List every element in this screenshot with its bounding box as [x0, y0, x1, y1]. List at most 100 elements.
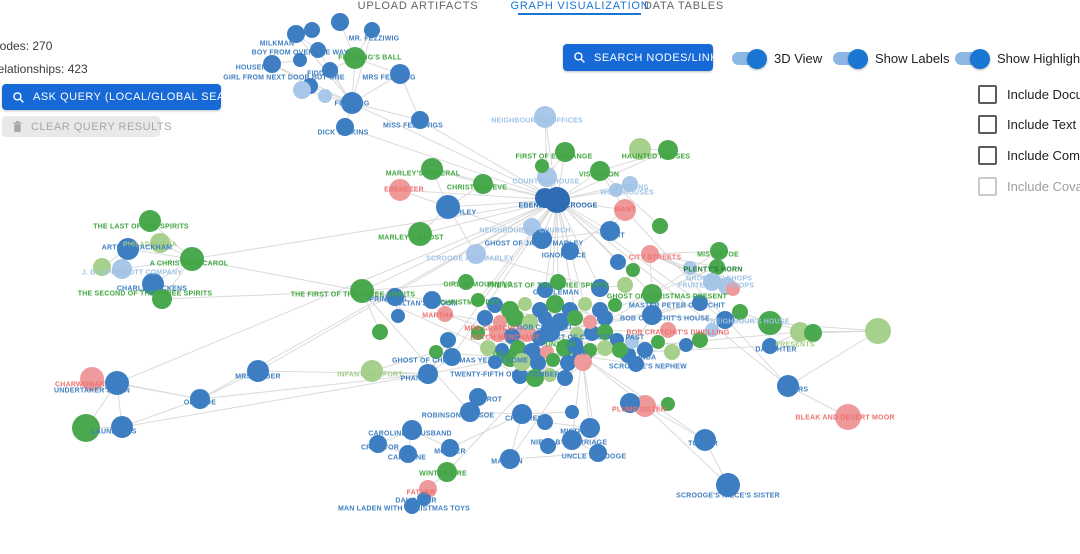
clear-query-button[interactable]: CLEAR QUERY RESULTS	[2, 116, 171, 137]
checkbox-include-communities[interactable]: Include Communities	[978, 145, 1080, 165]
graph-node[interactable]	[546, 353, 560, 367]
checkbox-include-communities-label[interactable]: Include Communities	[1007, 147, 1080, 163]
graph-node[interactable]	[652, 218, 668, 234]
graph-node[interactable]	[411, 111, 429, 129]
toggle-3d-view[interactable]: 3D View	[732, 48, 822, 69]
graph-node[interactable]	[152, 289, 172, 309]
graph-node[interactable]	[679, 338, 693, 352]
graph-node[interactable]	[584, 325, 600, 341]
graph-node[interactable]	[112, 259, 132, 279]
graph-node[interactable]	[591, 279, 609, 297]
graph-node[interactable]	[436, 195, 460, 219]
graph-node[interactable]	[493, 315, 507, 329]
graph-node[interactable]	[80, 367, 104, 391]
toggle-show-labels[interactable]: Show Labels	[833, 48, 949, 69]
graph-node[interactable]	[471, 326, 485, 340]
graph-node[interactable]	[716, 473, 740, 497]
graph-node[interactable]	[364, 22, 380, 38]
graph-node[interactable]	[487, 297, 503, 313]
graph-node[interactable]	[705, 323, 719, 337]
graph-node[interactable]	[590, 161, 610, 181]
graph-node[interactable]	[535, 188, 555, 208]
graph-node[interactable]	[437, 462, 457, 482]
checkbox-box[interactable]	[978, 145, 997, 165]
graph-node[interactable]	[247, 360, 269, 382]
graph-node[interactable]	[637, 342, 653, 358]
graph-node[interactable]	[683, 261, 697, 275]
graph-node[interactable]	[589, 444, 607, 462]
graph-node[interactable]	[473, 174, 493, 194]
graph-node[interactable]	[710, 242, 728, 260]
graph-node[interactable]	[583, 315, 597, 329]
graph-node[interactable]	[865, 318, 891, 344]
graph-node[interactable]	[557, 370, 573, 386]
graph-node[interactable]	[369, 435, 387, 453]
graph-node[interactable]	[692, 332, 708, 348]
graph-node[interactable]	[642, 284, 662, 304]
graph-node[interactable]	[399, 445, 417, 463]
graph-node[interactable]	[510, 340, 526, 356]
checkbox-include-text-units[interactable]: Include Text Units	[978, 114, 1080, 134]
graph-node[interactable]	[546, 295, 564, 313]
graph-node[interactable]	[72, 414, 100, 442]
graph-node[interactable]	[560, 355, 576, 371]
graph-node[interactable]	[361, 360, 383, 382]
graph-node[interactable]	[506, 309, 524, 327]
graph-node[interactable]	[835, 404, 861, 430]
graph-node[interactable]	[310, 42, 326, 58]
graph-node[interactable]	[651, 335, 665, 349]
graph-node[interactable]	[535, 159, 549, 173]
graph-node[interactable]	[513, 353, 531, 371]
graph-node[interactable]	[440, 332, 456, 348]
graph-node[interactable]	[408, 222, 432, 246]
graph-node[interactable]	[629, 138, 651, 160]
graph-node[interactable]	[512, 404, 532, 424]
graph-node[interactable]	[540, 438, 556, 454]
graph-node[interactable]	[344, 47, 366, 69]
checkbox-box[interactable]	[978, 84, 997, 104]
graph-node[interactable]	[597, 324, 613, 340]
graph-node[interactable]	[600, 221, 620, 241]
graph-node[interactable]	[372, 324, 388, 340]
graph-node[interactable]	[522, 314, 538, 330]
graph-node[interactable]	[404, 498, 420, 514]
graph-node[interactable]	[617, 277, 633, 293]
checkbox-include-documents[interactable]: Include Documents	[978, 84, 1080, 104]
graph-node[interactable]	[488, 355, 502, 369]
graph-node[interactable]	[692, 295, 708, 311]
tab-upload-artifacts[interactable]: UPLOAD ARTIFACTS	[357, 0, 479, 12]
graph-node[interactable]	[389, 179, 411, 201]
graph-node[interactable]	[758, 311, 782, 335]
graph-node[interactable]	[263, 55, 281, 73]
graph-node[interactable]	[443, 348, 461, 366]
toggle-show-highlight[interactable]: Show Highlight	[955, 48, 1080, 69]
graph-node[interactable]	[532, 229, 552, 249]
graph-node[interactable]	[423, 291, 441, 309]
graph-node[interactable]	[561, 242, 579, 260]
checkbox-box[interactable]	[978, 114, 997, 134]
graph-node[interactable]	[341, 92, 363, 114]
graph-node[interactable]	[762, 338, 778, 354]
graph-node[interactable]	[628, 356, 644, 372]
graph-node[interactable]	[580, 418, 600, 438]
graph-node[interactable]	[318, 89, 332, 103]
graph-node[interactable]	[658, 140, 678, 160]
ask-query-button[interactable]: ASK QUERY (LOCAL/GLOBAL SEARCH)	[2, 84, 254, 110]
graph-node[interactable]	[620, 393, 640, 413]
graph-node[interactable]	[93, 258, 111, 276]
graph-node[interactable]	[565, 405, 579, 419]
graph-node[interactable]	[190, 389, 210, 409]
graph-node[interactable]	[777, 375, 799, 397]
graph-node[interactable]	[609, 183, 623, 197]
graph-node[interactable]	[477, 310, 493, 326]
graph-node[interactable]	[537, 414, 553, 430]
graph-node[interactable]	[336, 118, 354, 136]
graph-node[interactable]	[293, 81, 311, 99]
graph-node[interactable]	[562, 430, 582, 450]
graph-node[interactable]	[610, 254, 626, 270]
graph-node[interactable]	[709, 259, 725, 275]
graph-node[interactable]	[574, 353, 592, 371]
graph-node[interactable]	[612, 342, 628, 358]
graph-node[interactable]	[421, 158, 443, 180]
graph-node[interactable]	[518, 297, 532, 311]
